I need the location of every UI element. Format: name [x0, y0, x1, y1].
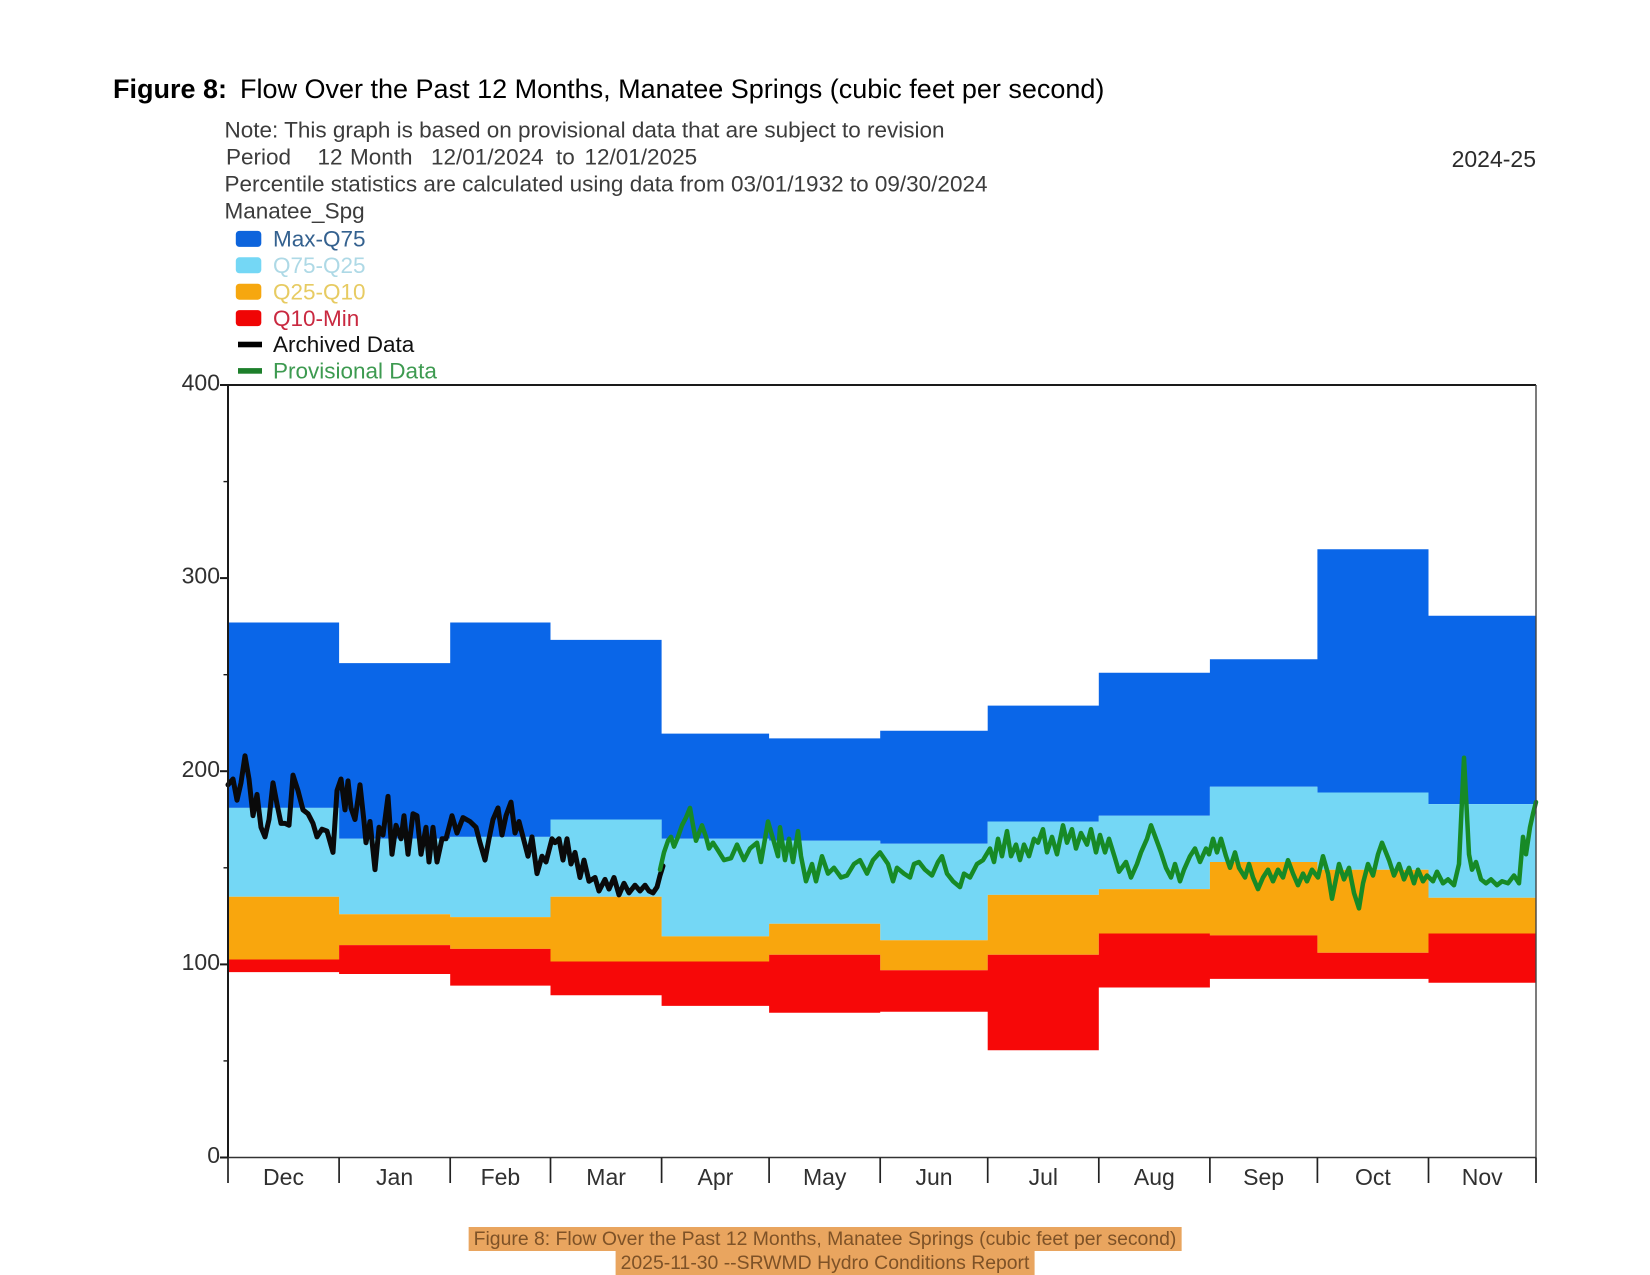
- svg-text:Jun: Jun: [915, 1164, 952, 1190]
- svg-text:Q10-Min: Q10-Min: [273, 306, 359, 331]
- svg-text:Percentile statistics are calc: Percentile statistics are calculated usi…: [225, 172, 988, 197]
- svg-text:100: 100: [182, 949, 220, 975]
- svg-text:12/01/2024: 12/01/2024: [431, 145, 544, 170]
- svg-text:Provisional Data: Provisional Data: [273, 359, 437, 384]
- svg-text:Manatee_Spg: Manatee_Spg: [225, 199, 365, 224]
- svg-text:Apr: Apr: [698, 1164, 734, 1190]
- svg-text:200: 200: [182, 756, 220, 782]
- svg-text:Archived Data: Archived Data: [273, 332, 415, 357]
- svg-text:Note: This graph is based on p: Note: This graph is based on provisional…: [225, 118, 945, 143]
- svg-text:Jul: Jul: [1029, 1164, 1058, 1190]
- svg-text:Jan: Jan: [376, 1164, 413, 1190]
- svg-text:400: 400: [182, 370, 220, 396]
- svg-text:300: 300: [182, 563, 220, 589]
- svg-text:0: 0: [207, 1142, 220, 1168]
- svg-text:Oct: Oct: [1355, 1164, 1391, 1190]
- svg-text:to: to: [556, 145, 575, 170]
- svg-text:Dec: Dec: [263, 1164, 304, 1190]
- svg-text:Sep: Sep: [1243, 1164, 1284, 1190]
- svg-text:Month: Month: [350, 145, 413, 170]
- svg-text:Period: Period: [226, 145, 291, 170]
- svg-text:2024-25: 2024-25: [1452, 146, 1536, 172]
- svg-text:Figure 8:: Figure 8:: [113, 74, 227, 104]
- svg-text:12/01/2025: 12/01/2025: [585, 145, 698, 170]
- svg-text:Q75-Q25: Q75-Q25: [273, 253, 366, 278]
- svg-text:Q25-Q10: Q25-Q10: [273, 279, 366, 304]
- svg-text:Mar: Mar: [586, 1164, 626, 1190]
- svg-text:Flow Over the Past 12 Months,: Flow Over the Past 12 Months, Manatee Sp…: [240, 74, 1104, 104]
- svg-text:12: 12: [318, 145, 343, 170]
- svg-text:Feb: Feb: [481, 1164, 521, 1190]
- svg-text:May: May: [803, 1164, 847, 1190]
- svg-text:Max-Q75: Max-Q75: [273, 227, 366, 252]
- svg-text:Nov: Nov: [1462, 1164, 1503, 1190]
- svg-text:Aug: Aug: [1134, 1164, 1175, 1190]
